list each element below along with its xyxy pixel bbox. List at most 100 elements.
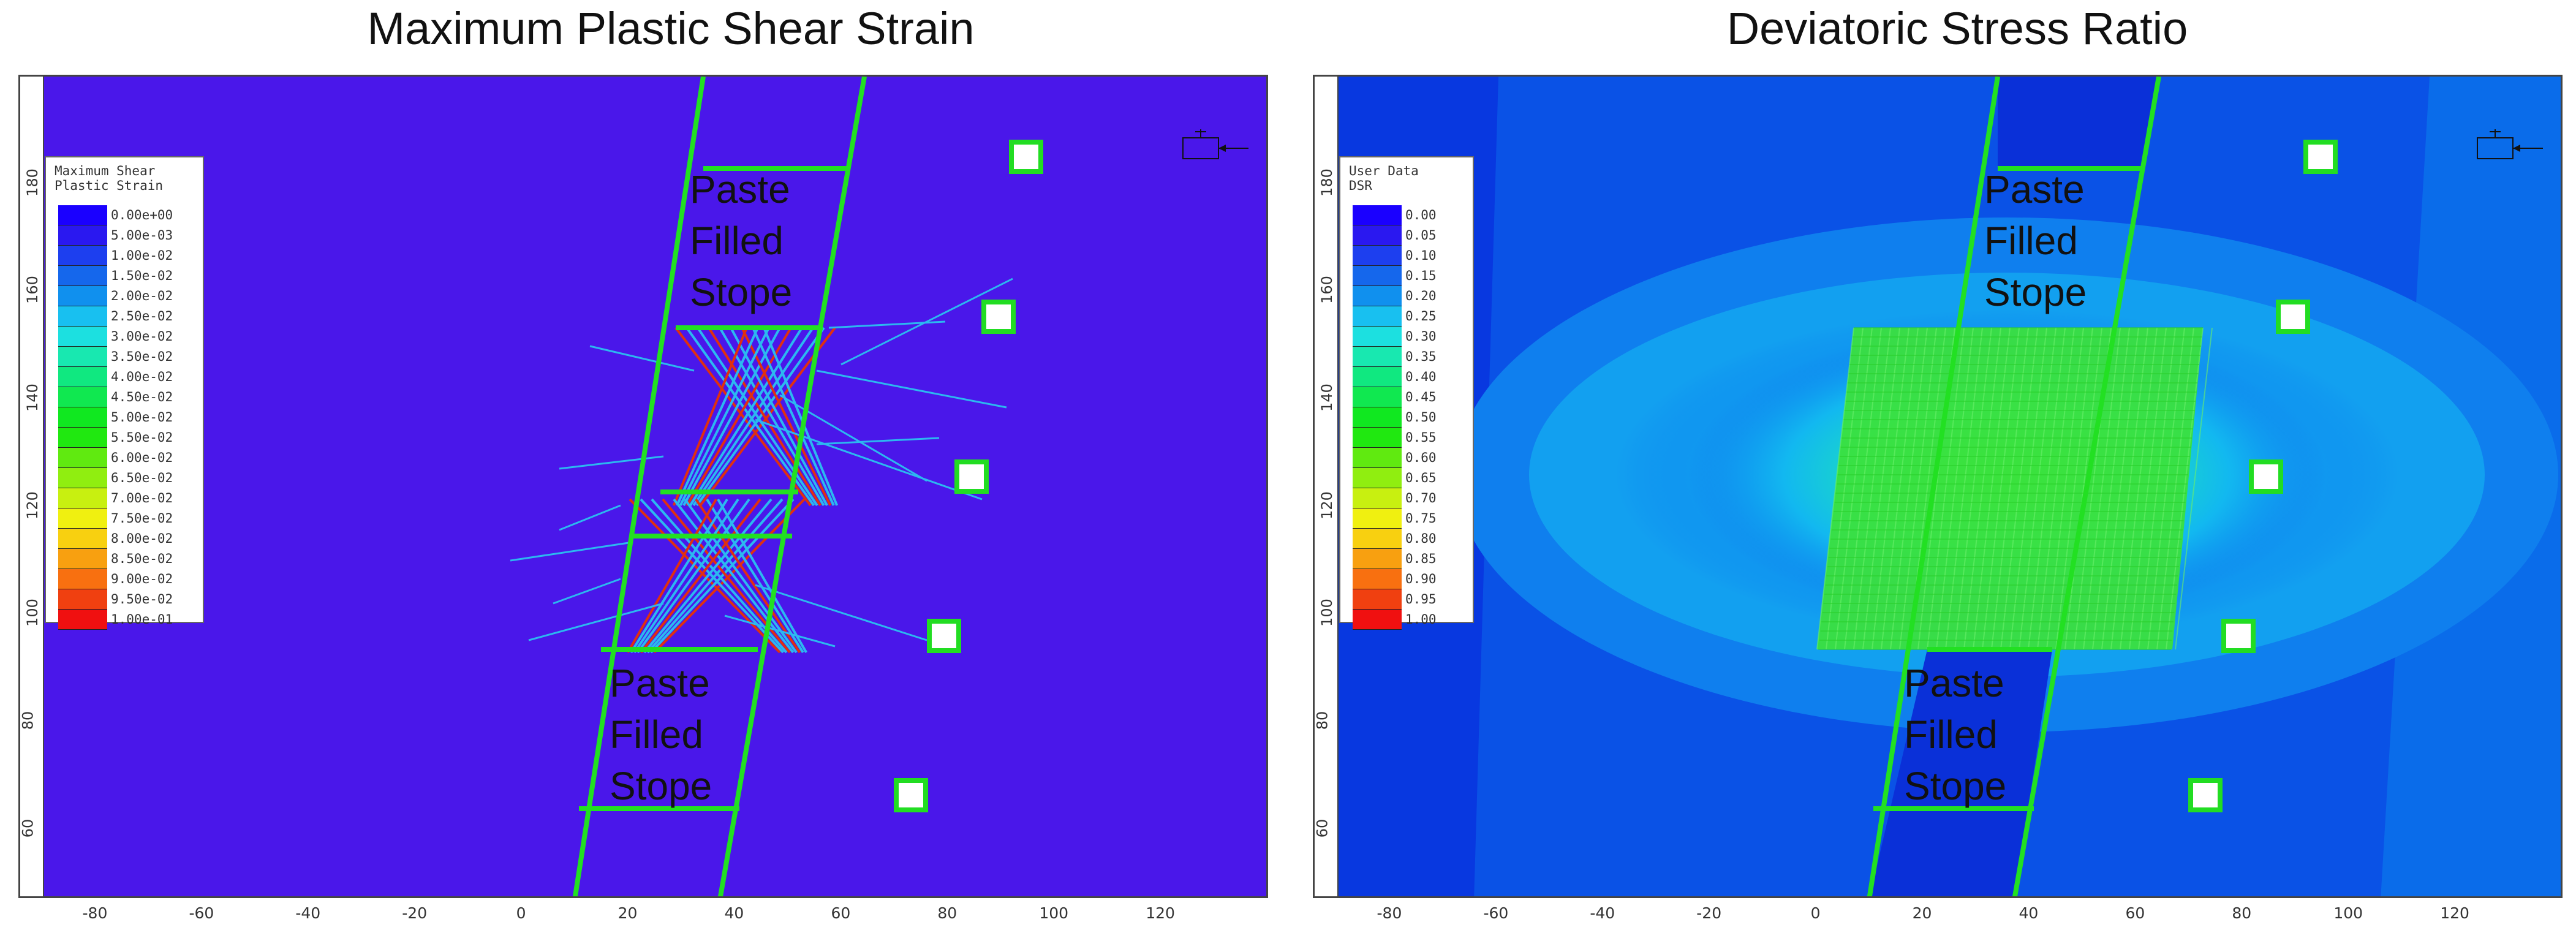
crack-band — [589, 345, 695, 372]
legend-swatch — [58, 488, 107, 508]
mesh-line — [1973, 327, 2011, 650]
legend-swatch — [58, 347, 107, 367]
legend-swatch — [58, 266, 107, 286]
legend-value: 0.35 — [1405, 349, 1437, 364]
legend-swatch — [1353, 610, 1402, 630]
legend-swatch — [1353, 508, 1402, 529]
legend-swatch — [1353, 529, 1402, 549]
crack-band — [630, 498, 728, 654]
x-tick-label: -40 — [295, 904, 321, 922]
legend-value: 8.50e-02 — [111, 551, 173, 566]
crack-band — [528, 602, 664, 641]
stope-outline — [572, 77, 867, 896]
mesh-line — [2175, 327, 2213, 650]
mesh-line — [2028, 327, 2066, 650]
left-plot: Maximum Shear Plastic Strain 0.00e+00 5.0… — [18, 75, 1268, 898]
legend-title: User Data DSR — [1349, 164, 1419, 193]
crack-band — [840, 278, 1013, 366]
crack-band — [629, 498, 781, 654]
crack-band — [697, 327, 818, 507]
monitoring-point-marker — [2221, 619, 2256, 653]
legend-value: 5.00e-03 — [111, 228, 173, 243]
legend-value: 0.80 — [1405, 531, 1437, 546]
mesh-line — [2147, 327, 2185, 650]
crack-band — [752, 327, 835, 506]
y-tick-label: 100 — [1318, 599, 1335, 627]
legend-swatch — [58, 610, 107, 630]
legend-swatch — [1353, 306, 1402, 327]
crack-band — [816, 369, 1007, 409]
monitoring-point-marker — [2303, 140, 2338, 174]
crack-band — [708, 327, 822, 507]
legend-swatch — [58, 589, 107, 610]
legend-swatch — [58, 428, 107, 448]
legend-swatch — [1353, 387, 1402, 407]
crack-band — [640, 498, 761, 654]
crack-band — [672, 327, 748, 506]
crack-band — [741, 327, 832, 506]
legend-value: 0.85 — [1405, 551, 1437, 566]
legend-swatch — [58, 549, 107, 569]
legend-swatch — [1353, 225, 1402, 246]
monitoring-point-marker — [1009, 140, 1043, 174]
stress-mesh — [1816, 327, 2213, 650]
legend-value: 0.20 — [1405, 289, 1437, 303]
legend-swatch — [58, 468, 107, 488]
legend-value: 1.00 — [1405, 612, 1437, 627]
legend-swatch — [58, 367, 107, 387]
crack-band — [699, 327, 836, 507]
mesh-line — [1890, 327, 1928, 650]
legend-swatch — [58, 205, 107, 225]
legend-swatch — [1353, 347, 1402, 367]
legend-value: 1.00e-02 — [111, 248, 173, 263]
legend-value: 0.30 — [1405, 329, 1437, 344]
legend-value: 4.50e-02 — [111, 390, 173, 404]
y-tick-label: 160 — [23, 276, 41, 304]
legend-value: 0.65 — [1405, 470, 1437, 485]
stope-label-lower: Paste Filled Stope — [610, 661, 712, 808]
x-tick-label: 60 — [831, 904, 851, 922]
y-tick-label: 180 — [1318, 168, 1335, 197]
legend-value: 0.15 — [1405, 268, 1437, 283]
crack-band — [695, 327, 825, 507]
y-tick-label: 80 — [19, 711, 37, 730]
legend-swatch — [58, 246, 107, 266]
legend-swatch — [1353, 488, 1402, 508]
mesh-line — [2019, 327, 2057, 650]
legend-swatch — [58, 448, 107, 468]
legend-swatch — [1353, 286, 1402, 306]
legend-value: 0.55 — [1405, 430, 1437, 445]
x-tick-label: 120 — [1146, 904, 1175, 922]
mesh-line — [2009, 327, 2047, 650]
legend-value: 0.60 — [1405, 450, 1437, 465]
legend-value: 0.10 — [1405, 248, 1437, 263]
legend-swatch — [1353, 468, 1402, 488]
legend-value: 1.00e-01 — [111, 612, 173, 627]
crack-band — [692, 327, 814, 507]
y-tick-label: 60 — [19, 818, 37, 838]
crack-band — [640, 498, 784, 654]
mesh-line — [2037, 327, 2075, 650]
crack-band — [719, 327, 825, 507]
y-tick-label: 60 — [1313, 818, 1331, 838]
mesh-line — [2166, 327, 2204, 650]
y-tick-label: 160 — [1318, 276, 1335, 304]
crack-band — [816, 437, 940, 445]
crack-band — [763, 327, 839, 506]
legend-swatch — [58, 306, 107, 327]
legend-value: 9.00e-02 — [111, 572, 173, 586]
legend-swatch — [1353, 549, 1402, 569]
crack-band — [676, 327, 759, 506]
crack-band — [755, 584, 927, 641]
crack-band — [695, 498, 801, 654]
y-tick-label: 120 — [23, 491, 41, 520]
mesh-line — [1954, 327, 1992, 650]
monitoring-point-marker — [981, 300, 1016, 334]
mesh-line — [2156, 327, 2194, 650]
mesh-line — [1927, 327, 1965, 650]
legend-swatch — [1353, 428, 1402, 448]
crack-band — [650, 498, 795, 654]
legend-swatch — [58, 225, 107, 246]
left-plot-svg — [20, 77, 1013, 896]
crack-band — [653, 498, 806, 654]
